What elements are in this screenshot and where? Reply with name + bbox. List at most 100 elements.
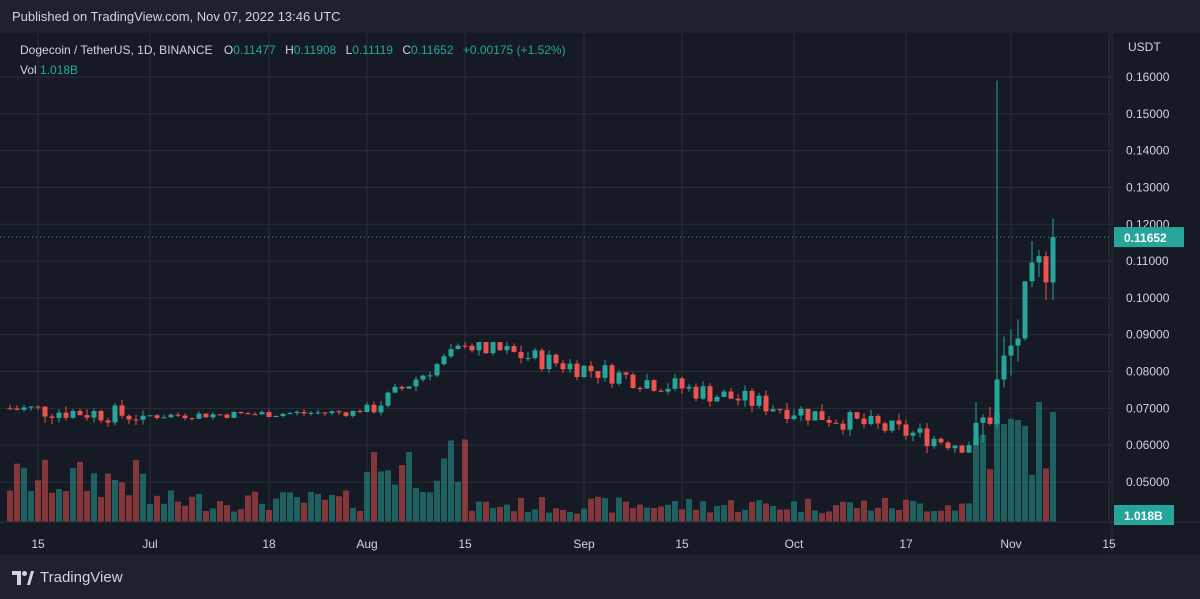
candle-body[interactable] bbox=[252, 414, 258, 416]
candle-body[interactable] bbox=[840, 423, 846, 430]
candle-body[interactable] bbox=[770, 409, 776, 412]
candle-body[interactable] bbox=[119, 405, 125, 416]
candle-body[interactable] bbox=[609, 365, 615, 384]
candle-body[interactable] bbox=[385, 392, 391, 406]
candle-body[interactable] bbox=[91, 411, 97, 418]
candle-body[interactable] bbox=[518, 351, 524, 359]
candle-body[interactable] bbox=[364, 404, 370, 413]
candle-body[interactable] bbox=[917, 428, 923, 433]
candle-body[interactable] bbox=[1029, 262, 1035, 282]
candle-body[interactable] bbox=[56, 412, 62, 418]
candle-body[interactable] bbox=[854, 412, 860, 419]
candle-body[interactable] bbox=[798, 408, 804, 416]
candle-body[interactable] bbox=[875, 415, 881, 424]
candle-body[interactable] bbox=[49, 416, 55, 418]
candle-body[interactable] bbox=[266, 412, 272, 418]
candle-body[interactable] bbox=[833, 422, 839, 424]
candle-body[interactable] bbox=[7, 408, 13, 410]
candle-body[interactable] bbox=[539, 350, 545, 369]
candle-body[interactable] bbox=[147, 415, 153, 417]
candle-body[interactable] bbox=[679, 378, 685, 389]
candle-body[interactable] bbox=[889, 420, 895, 431]
candle-body[interactable] bbox=[651, 380, 657, 391]
candle-body[interactable] bbox=[665, 388, 671, 392]
candle-body[interactable] bbox=[133, 419, 139, 421]
candle-body[interactable] bbox=[812, 411, 818, 421]
candle-body[interactable] bbox=[868, 415, 874, 425]
candle-body[interactable] bbox=[658, 390, 664, 392]
candle-body[interactable] bbox=[308, 412, 314, 414]
chart-area[interactable]: USDT 0.16000 0.15000 0.14000 0.13000 0.12000 0… bbox=[0, 33, 1200, 555]
tradingview-logo[interactable]: TradingView bbox=[12, 569, 123, 586]
candle-body[interactable] bbox=[903, 424, 909, 436]
candle-body[interactable] bbox=[210, 414, 216, 418]
candle-body[interactable] bbox=[378, 405, 384, 413]
candle-body[interactable] bbox=[931, 438, 937, 447]
candle-body[interactable] bbox=[63, 412, 69, 418]
candle-body[interactable] bbox=[602, 365, 608, 378]
candle-body[interactable] bbox=[455, 345, 461, 350]
candle-body[interactable] bbox=[35, 406, 41, 408]
candle-body[interactable] bbox=[763, 395, 769, 412]
candle-body[interactable] bbox=[483, 342, 489, 354]
candle-body[interactable] bbox=[1050, 237, 1056, 283]
candle-body[interactable] bbox=[595, 370, 601, 378]
candle-body[interactable] bbox=[560, 363, 566, 370]
candle-body[interactable] bbox=[259, 412, 265, 415]
candle-body[interactable] bbox=[896, 420, 902, 425]
candle-body[interactable] bbox=[861, 418, 867, 425]
candle-body[interactable] bbox=[728, 391, 734, 399]
candle-body[interactable] bbox=[469, 345, 475, 351]
candle-body[interactable] bbox=[707, 386, 713, 402]
candle-body[interactable] bbox=[294, 411, 300, 414]
candle-body[interactable] bbox=[784, 409, 790, 419]
candle-body[interactable] bbox=[399, 386, 405, 389]
candle-body[interactable] bbox=[637, 387, 643, 389]
candle-body[interactable] bbox=[644, 380, 650, 389]
candle-body[interactable] bbox=[175, 414, 181, 416]
candle-body[interactable] bbox=[973, 422, 979, 446]
candle-body[interactable] bbox=[847, 412, 853, 430]
candle-body[interactable] bbox=[980, 417, 986, 423]
candle-body[interactable] bbox=[1015, 338, 1021, 346]
candle-body[interactable] bbox=[301, 411, 307, 414]
candle-body[interactable] bbox=[28, 406, 34, 408]
candle-body[interactable] bbox=[756, 395, 762, 406]
candle-body[interactable] bbox=[14, 408, 20, 410]
candle-body[interactable] bbox=[287, 413, 293, 415]
candle-body[interactable] bbox=[154, 415, 160, 418]
candle-body[interactable] bbox=[581, 365, 587, 378]
candle-body[interactable] bbox=[84, 415, 90, 418]
candle-body[interactable] bbox=[952, 445, 958, 449]
candle-body[interactable] bbox=[532, 350, 538, 359]
candle-body[interactable] bbox=[1043, 256, 1049, 283]
candle-body[interactable] bbox=[882, 423, 888, 431]
candle-body[interactable] bbox=[315, 412, 321, 414]
candle-body[interactable] bbox=[140, 415, 146, 420]
candle-body[interactable] bbox=[329, 411, 335, 414]
candle-body[interactable] bbox=[686, 386, 692, 389]
candle-body[interactable] bbox=[231, 411, 237, 418]
candle-body[interactable] bbox=[392, 386, 398, 393]
candle-body[interactable] bbox=[735, 398, 741, 401]
candle-body[interactable] bbox=[525, 358, 531, 360]
candle-body[interactable] bbox=[630, 374, 636, 388]
candle-body[interactable] bbox=[504, 346, 510, 351]
candle-body[interactable] bbox=[623, 372, 629, 375]
candle-body[interactable] bbox=[70, 410, 76, 418]
candle-body[interactable] bbox=[224, 414, 230, 418]
candle-body[interactable] bbox=[168, 414, 174, 418]
candle-body[interactable] bbox=[924, 428, 930, 447]
candle-body[interactable] bbox=[182, 415, 188, 419]
candle-body[interactable] bbox=[189, 418, 195, 420]
candle-body[interactable] bbox=[462, 345, 468, 347]
candle-body[interactable] bbox=[203, 413, 209, 418]
candle-body[interactable] bbox=[742, 390, 748, 401]
candle-body[interactable] bbox=[497, 342, 503, 351]
candle-body[interactable] bbox=[357, 410, 363, 413]
candle-body[interactable] bbox=[434, 364, 440, 376]
candle-body[interactable] bbox=[273, 416, 279, 418]
candle-body[interactable] bbox=[574, 363, 580, 378]
candle-body[interactable] bbox=[371, 404, 377, 413]
symbol-title[interactable]: Dogecoin / TetherUS, 1D, BINANCE bbox=[20, 43, 213, 57]
